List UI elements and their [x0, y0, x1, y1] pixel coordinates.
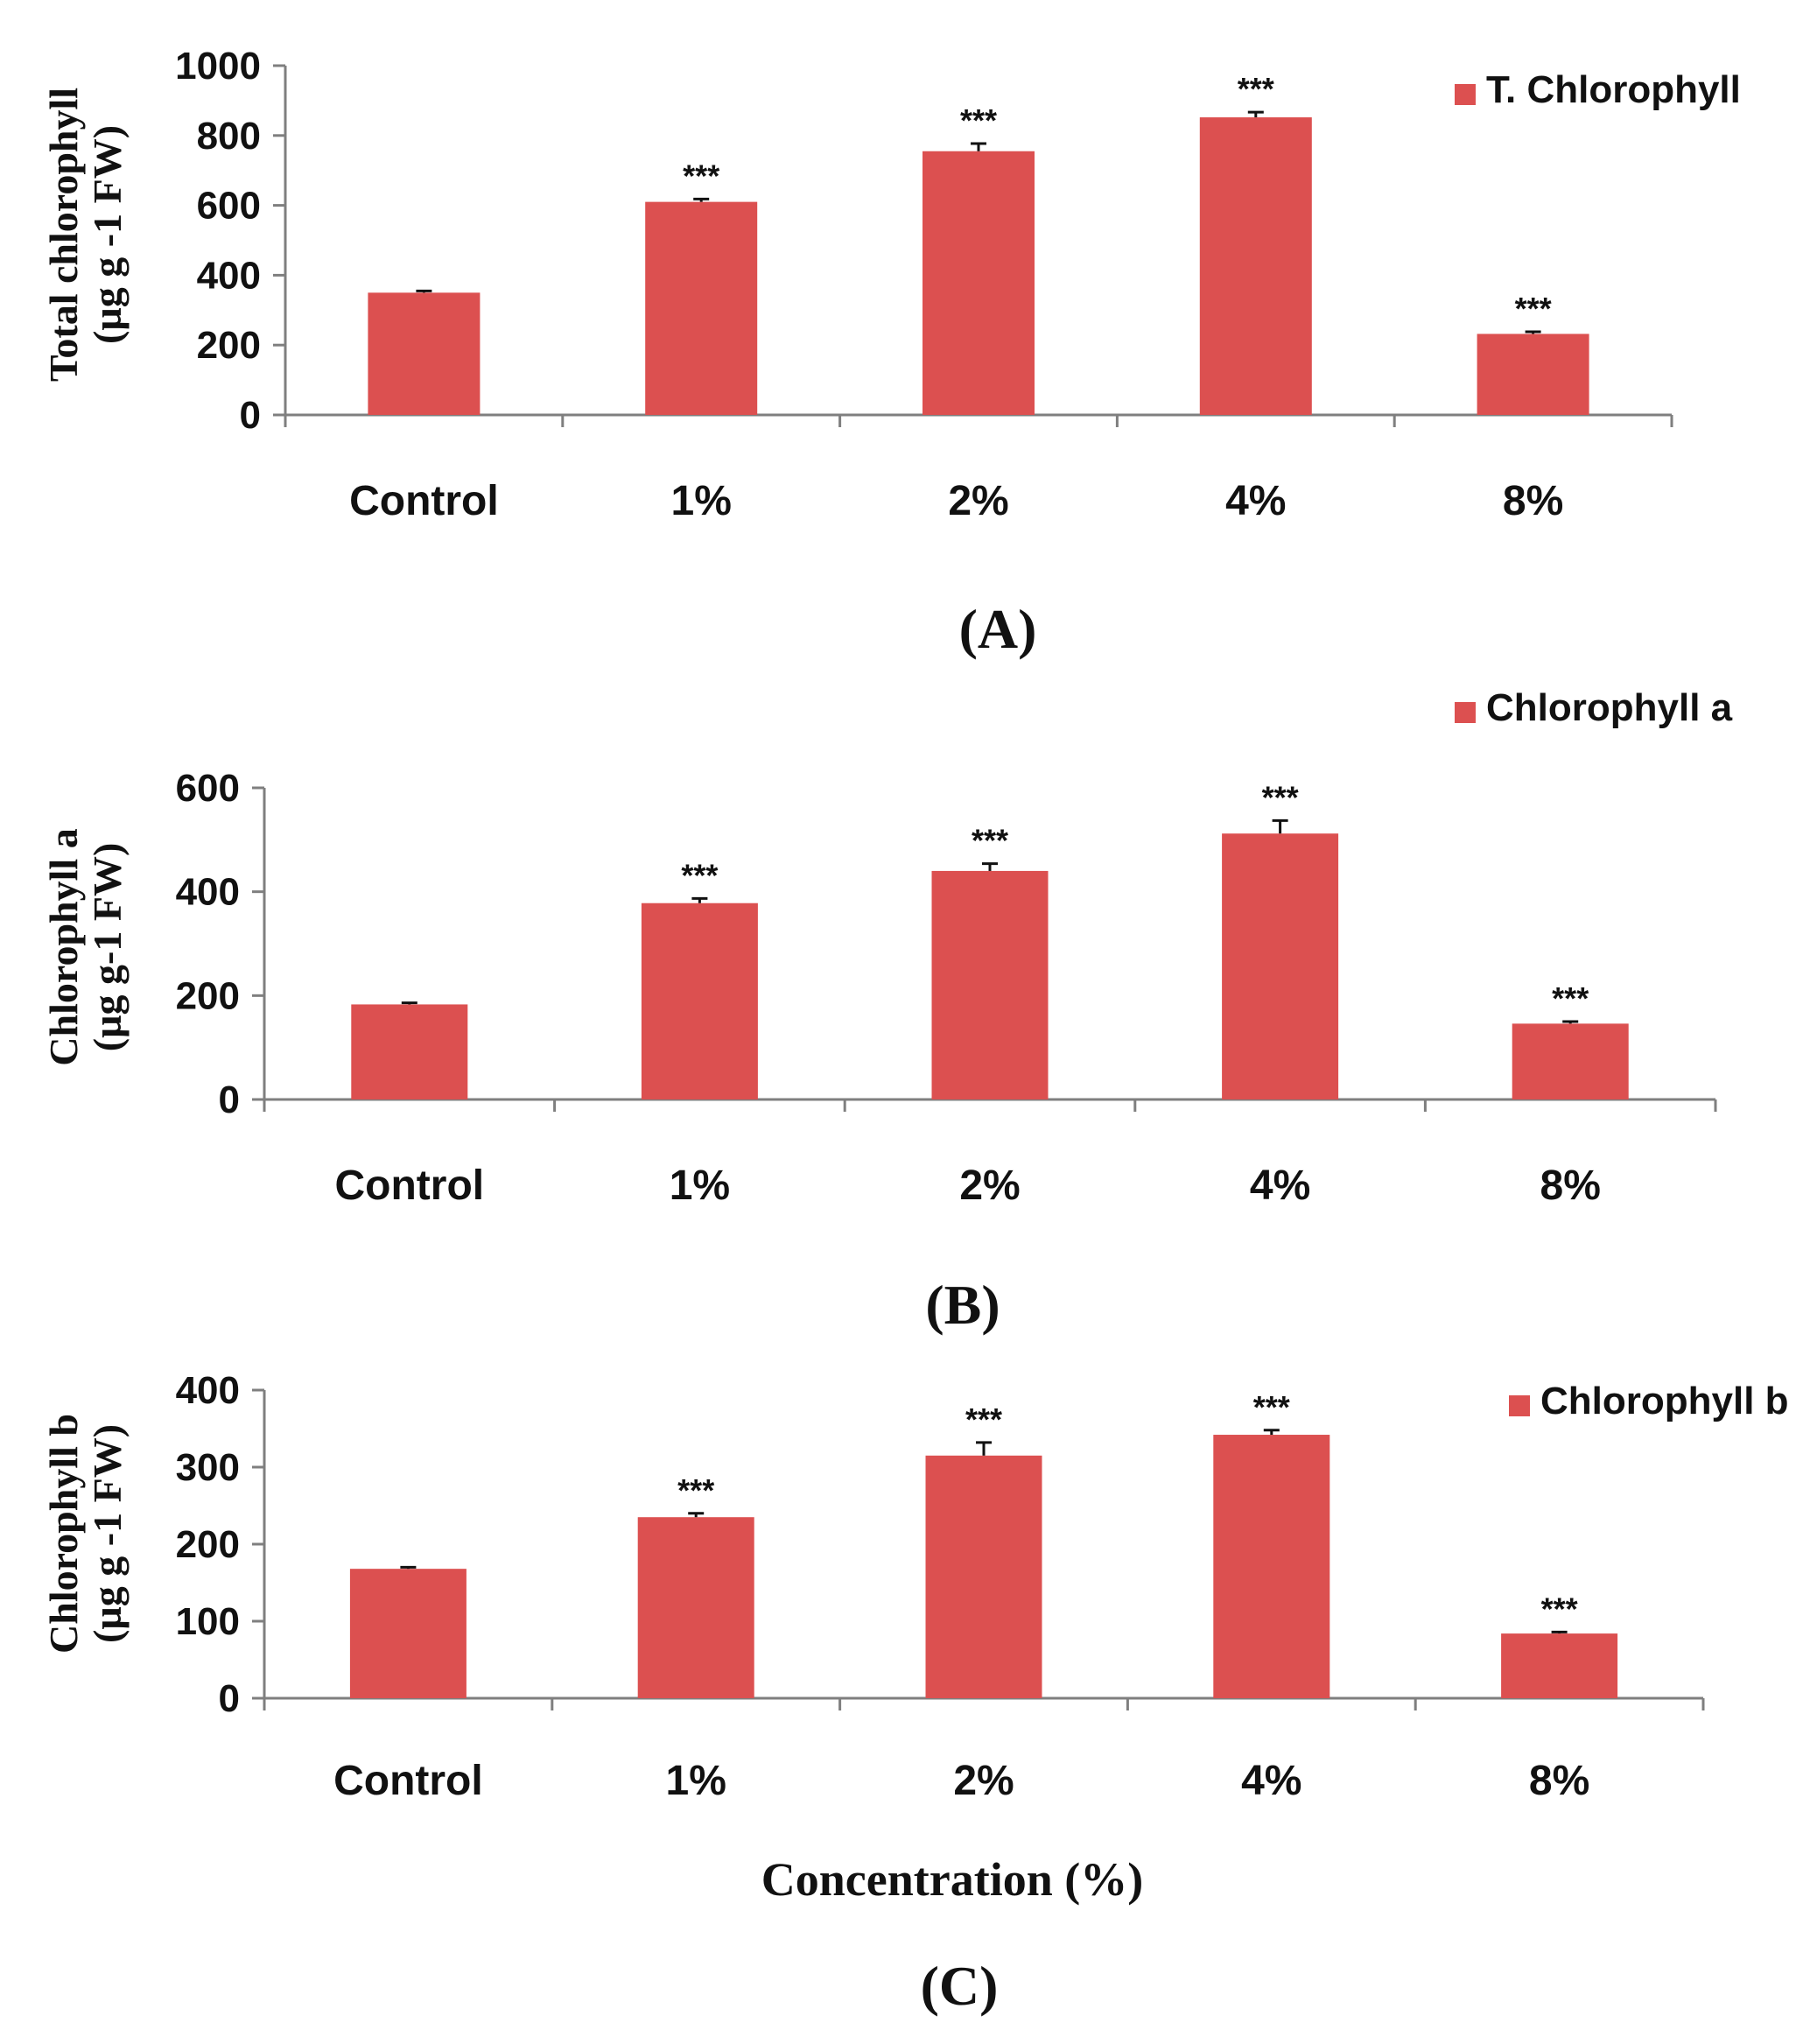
chart-c-y-axis-title-line1: Chlorophyll b [41, 1414, 86, 1654]
chart-a-y-axis-title: Total chlorophyll (µg g -1 FW) [41, 88, 130, 382]
chart-c-category-label: 2% [953, 1758, 1014, 1804]
chart-c-legend-label: Chlorophyll b [1540, 1380, 1789, 1422]
chart-c-bar [637, 1517, 754, 1698]
chart-c-y-tick-label: 200 [176, 1523, 240, 1566]
chart-b-y-tick-label: 600 [176, 767, 240, 810]
chart-b-panel-label: (B) [925, 1274, 1000, 1336]
chart-a-category-label: 1% [671, 478, 732, 524]
chart-b-significance-label: *** [1262, 779, 1299, 815]
chart-b-bar [1222, 833, 1339, 1099]
chart-a-bar [1477, 334, 1589, 415]
chart-c-significance-label: *** [1541, 1591, 1578, 1626]
chart-c-category-label: 8% [1529, 1758, 1589, 1804]
chart-a-category-label: Control [349, 478, 499, 524]
chart-c-category-label: 1% [666, 1758, 726, 1804]
chart-b-legend-label: Chlorophyll a [1486, 686, 1733, 729]
chart-b-significance-label: *** [1552, 980, 1589, 1016]
chart-a-bar [368, 292, 481, 415]
chart-c-significance-label: *** [1253, 1389, 1290, 1425]
chart-a-y-tick-label: 0 [240, 394, 261, 437]
chart-c-y-axis-title: Chlorophyll b (µg g -1 FW) [41, 1414, 130, 1654]
chart-a-legend-swatch [1455, 84, 1476, 105]
chart-c-legend-swatch [1509, 1395, 1530, 1416]
chart-c-significance-label: *** [965, 1401, 1002, 1437]
chart-b-y-axis-title: Chlorophyll a (µg g-1 FW) [41, 828, 130, 1065]
chart-b-bar [351, 1004, 468, 1099]
chart-c-significance-label: *** [677, 1472, 714, 1508]
chart-a-significance-label: *** [1238, 71, 1274, 107]
chart-a-y-tick-label: 600 [197, 185, 261, 228]
chart-a-y-tick-label: 200 [197, 324, 261, 367]
chart-b-bar [1512, 1023, 1629, 1099]
chart-a-bar [923, 151, 1035, 415]
chart-c-y-tick-label: 300 [176, 1446, 240, 1489]
chart-b-category-label: Control [334, 1162, 484, 1209]
chart-c-bar [1213, 1435, 1330, 1698]
chart-a-legend-label: T. Chlorophyll [1486, 68, 1741, 111]
chart-a-significance-label: *** [1515, 291, 1552, 327]
chart-a-bar [1199, 117, 1312, 415]
chart-a-y-tick-label: 400 [197, 254, 261, 297]
chart-a-category-label: 2% [948, 478, 1008, 524]
x-axis-title: Concentration (%) [761, 1853, 1143, 1906]
chart-c-panel-label: (C) [921, 1955, 999, 2017]
chart-c-y-axis-title-line2: (µg g -1 FW) [85, 1424, 130, 1643]
chart-c-bar [349, 1569, 467, 1698]
chart-b-y-axis-title-line1: Chlorophyll a [41, 828, 86, 1065]
chart-b-category-label: 8% [1540, 1162, 1601, 1209]
chart-a-category-label: 8% [1503, 478, 1563, 524]
chart-c-category-label: Control [333, 1758, 483, 1804]
chart-c-y-tick-label: 0 [219, 1677, 240, 1720]
chart-c-bar [925, 1455, 1042, 1698]
chart-b-y-tick-label: 0 [219, 1078, 240, 1121]
chart-b-legend-swatch [1455, 702, 1476, 723]
chart-a-y-axis-title-line2: (µg g -1 FW) [85, 125, 130, 344]
chart-a-significance-label: *** [683, 158, 719, 193]
chart-c-y-tick-label: 100 [176, 1600, 240, 1643]
chart-c-category-label: 4% [1241, 1758, 1301, 1804]
chart-a-significance-label: *** [960, 102, 997, 138]
chart-c-y-tick-label: 400 [176, 1369, 240, 1412]
chart-b-y-tick-label: 200 [176, 974, 240, 1017]
chart-a-category-label: 4% [1225, 478, 1286, 524]
chart-a-bar [645, 201, 758, 415]
chart-a-panel-label: (A) [959, 598, 1037, 660]
chart-b-bar [641, 903, 758, 1099]
chart-b-category-label: 4% [1250, 1162, 1310, 1209]
chart-b-significance-label: *** [972, 823, 1008, 859]
chart-a-y-tick-label: 1000 [175, 45, 261, 88]
chart-b-y-axis-title-line2: (µg g-1 FW) [85, 843, 130, 1052]
chart-b-category-label: 2% [959, 1162, 1020, 1209]
chart-a-y-tick-label: 800 [197, 115, 261, 158]
chart-b-significance-label: *** [681, 857, 718, 893]
chart-c-bar [1501, 1633, 1618, 1698]
chart-b-bar [931, 870, 1049, 1099]
chart-a-y-axis-title-line1: Total chlorophyll [41, 88, 86, 382]
chart-b-y-tick-label: 400 [176, 871, 240, 914]
chart-b-category-label: 1% [670, 1162, 730, 1209]
